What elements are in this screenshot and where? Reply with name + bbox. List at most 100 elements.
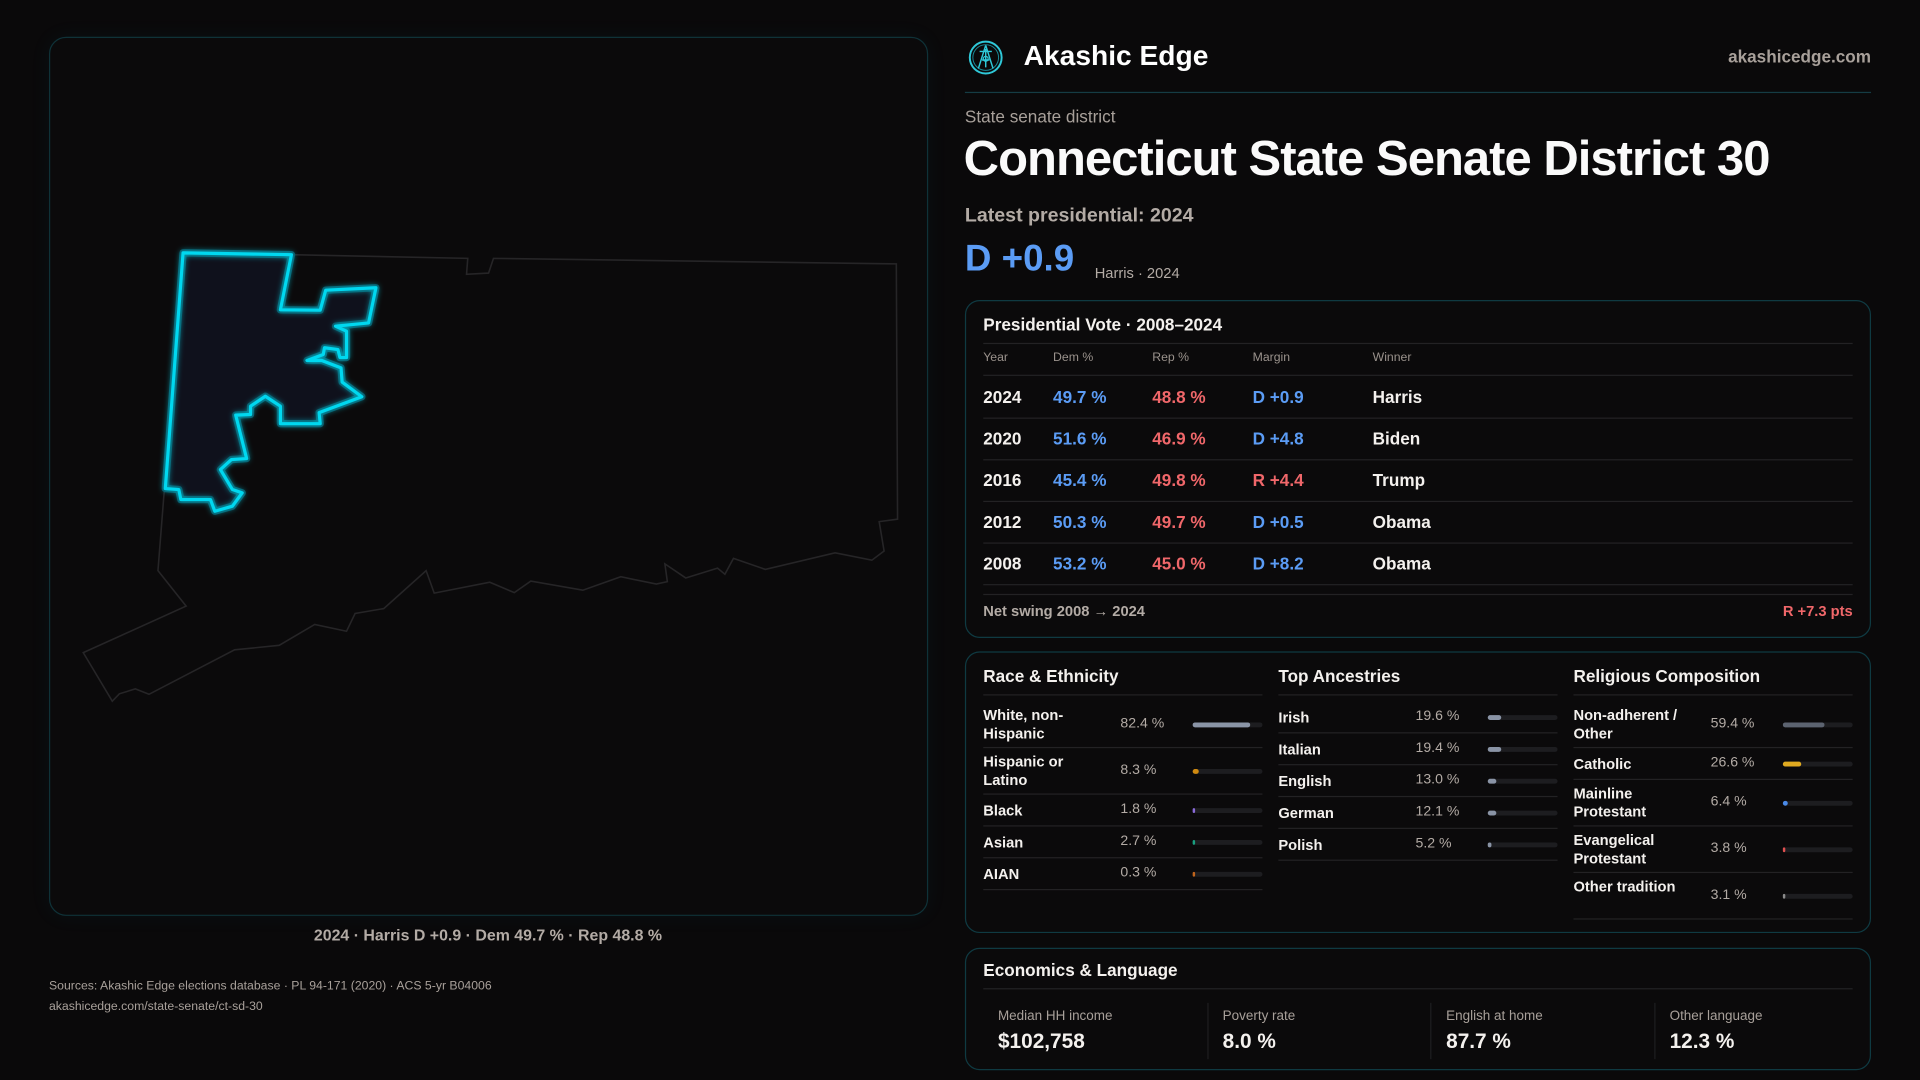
map-svg — [82, 249, 899, 703]
section-title: Race & Ethnicity — [983, 666, 1119, 686]
margin: D +0.9 — [1252, 386, 1304, 407]
row-label: Italian — [1278, 740, 1321, 758]
stat: English at home 87.7 % — [1430, 1002, 1654, 1060]
demographic-row: English 13.0 % — [1278, 765, 1558, 798]
net-swing-label: Net swing 2008 → 2024 — [983, 602, 1145, 620]
table-row[interactable]: 2020 51.6 % 46.9 % D +4.8 Biden — [966, 426, 1870, 468]
map-caption: 2024 · Harris D +0.9 · Dem 49.7 % · Rep … — [313, 925, 663, 945]
demographic-row: AIAN 0.3 % — [983, 858, 1263, 891]
stat-value: 8.0 % — [1222, 1029, 1276, 1054]
bar-track — [1487, 715, 1558, 721]
year: 2024 — [983, 386, 1022, 407]
rep-pct: 49.8 % — [1152, 470, 1206, 490]
dem-pct: 49.7 % — [1053, 386, 1107, 407]
winner: Trump — [1372, 470, 1426, 490]
demographic-row: Mainline Protestant 6.4 % — [1573, 780, 1853, 827]
row-value: 6.4 % — [1710, 794, 1747, 810]
bar-fill — [1782, 722, 1825, 728]
row-value: 26.6 % — [1710, 755, 1755, 771]
divider — [983, 857, 1263, 859]
bar-fill — [1782, 761, 1802, 767]
row-value: 82.4 % — [1120, 716, 1165, 732]
stat-label: Median HH income — [997, 1008, 1113, 1024]
net-swing-value: R +7.3 pts — [1782, 602, 1853, 620]
divider — [1278, 694, 1558, 696]
bar-track — [1782, 722, 1853, 728]
presidential-vote-card: Presidential Vote · 2008–2024 Year Dem % R… — [964, 300, 1872, 638]
rep-pct: 49.7 % — [1152, 511, 1206, 532]
demographic-row: Evangelical Protestant 3.8 % — [1573, 827, 1853, 874]
divider — [1278, 859, 1558, 861]
row-value: 19.4 % — [1415, 740, 1460, 756]
table-row[interactable]: 2012 50.3 % 49.7 % D +0.5 Obama — [966, 509, 1870, 551]
bar-track — [1487, 842, 1558, 848]
demographic-row: Catholic 26.6 % — [1573, 748, 1853, 781]
latest-margin-sub: Harris · 2024 — [1094, 264, 1180, 282]
margin: D +8.2 — [1252, 553, 1304, 574]
bar-fill — [1192, 840, 1195, 845]
stat-label: English at home — [1446, 1008, 1543, 1024]
row-value: 5.2 % — [1415, 836, 1452, 852]
divider — [983, 459, 1853, 461]
row-label: Other tradition — [1573, 877, 1676, 896]
divider — [983, 825, 1263, 827]
row-label: English — [1278, 772, 1332, 790]
divider — [1278, 764, 1558, 766]
header-divider — [964, 91, 1872, 94]
divider — [983, 694, 1263, 696]
bar-fill — [1192, 768, 1199, 774]
divider — [983, 342, 1853, 345]
row-value: 12.1 % — [1415, 804, 1460, 820]
bar-fill — [1487, 715, 1502, 721]
divider — [1573, 825, 1853, 827]
rep-pct: 48.8 % — [1152, 386, 1206, 407]
column-header: Year — [983, 351, 1009, 365]
bar-fill — [1192, 808, 1195, 814]
bar-fill — [1487, 746, 1502, 752]
bar-track — [1782, 800, 1853, 806]
divider — [983, 500, 1853, 503]
table-row[interactable]: 2024 49.7 % 48.8 % D +0.9 Harris — [966, 384, 1870, 426]
divider — [983, 593, 1853, 596]
card-title: Presidential Vote · 2008–2024 — [983, 314, 1223, 335]
row-value: 1.8 % — [1120, 802, 1157, 817]
row-label: Polish — [1278, 836, 1323, 854]
page-url[interactable]: akashicedge.com/state-senate/ct-sd-30 — [48, 1000, 263, 1014]
table-row[interactable]: 2016 45.4 % 49.8 % R +4.4 Trump — [966, 468, 1870, 510]
divider — [983, 374, 1853, 376]
demographic-row: Asian 2.7 % — [983, 827, 1263, 859]
section-title: Religious Composition — [1573, 666, 1761, 686]
bar-track — [1192, 871, 1263, 877]
winner: Harris — [1372, 386, 1423, 407]
stat-label: Other language — [1669, 1008, 1763, 1024]
bar-fill — [1782, 893, 1786, 899]
year: 2016 — [983, 470, 1022, 490]
bar-track — [1782, 847, 1853, 853]
row-value: 3.1 % — [1710, 887, 1747, 903]
page-title: Connecticut State Senate District 30 — [963, 132, 1771, 187]
bar-track — [1782, 893, 1853, 899]
district-type: State senate district — [964, 106, 1116, 127]
dem-pct: 53.2 % — [1053, 553, 1107, 574]
card-title: Economics & Language — [983, 960, 1178, 980]
divider — [1573, 871, 1853, 874]
margin: D +0.5 — [1252, 511, 1304, 532]
column-header: Rep % — [1152, 351, 1189, 365]
district-map[interactable] — [48, 36, 929, 916]
margin: D +4.8 — [1252, 428, 1304, 449]
bar-track — [1192, 808, 1263, 814]
divider — [983, 417, 1853, 419]
site-link[interactable]: akashicedge.com — [1728, 46, 1872, 67]
divider — [983, 888, 1263, 891]
year: 2008 — [983, 553, 1022, 574]
sources-text: Sources: Akashic Edge elections database… — [48, 979, 492, 994]
table-row[interactable]: 2008 53.2 % 45.0 % D +8.2 Obama — [966, 551, 1870, 593]
row-value: 19.6 % — [1415, 708, 1460, 724]
divider — [1278, 795, 1558, 798]
rep-pct: 46.9 % — [1152, 428, 1206, 449]
winner: Biden — [1372, 428, 1421, 449]
row-label: Evangelical Protestant — [1573, 831, 1655, 867]
row-label: Hispanic or Latino — [983, 753, 1064, 789]
demographic-row: Other tradition 3.1 % — [1573, 873, 1853, 920]
